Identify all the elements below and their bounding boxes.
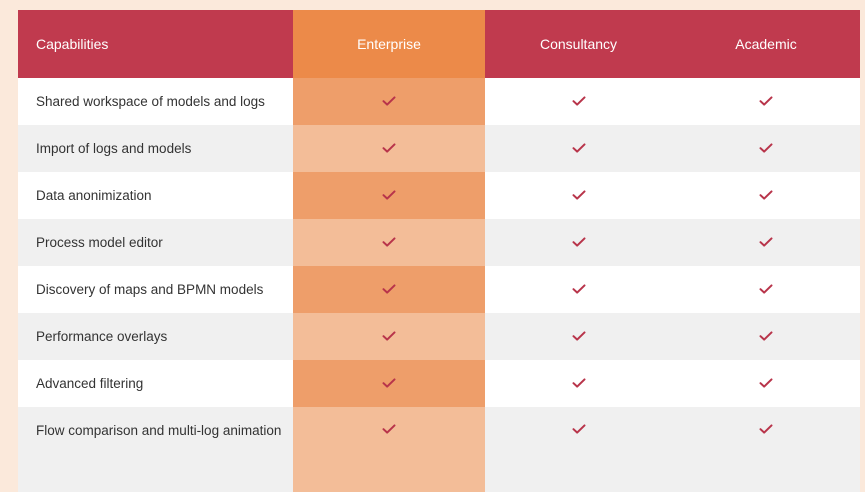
table-row: Discovery of maps and BPMN models: [18, 266, 860, 313]
check-icon: [572, 237, 586, 247]
capability-label: Process model editor: [18, 219, 293, 266]
table-row: Advanced filtering: [18, 360, 860, 407]
check-icon: [572, 378, 586, 388]
consultancy-cell: [485, 172, 672, 219]
check-icon: [759, 237, 773, 247]
capabilities-comparison-table: Capabilities Enterprise Consultancy Acad…: [18, 10, 860, 492]
table-body: Shared workspace of models and logs Impor…: [18, 78, 860, 492]
enterprise-cell: [293, 266, 485, 313]
consultancy-cell: [485, 125, 672, 172]
enterprise-cell: [293, 219, 485, 266]
table-row: Performance overlays: [18, 313, 860, 360]
table-row: Data anonimization: [18, 172, 860, 219]
academic-cell: [672, 266, 860, 313]
header-capabilities: Capabilities: [18, 10, 293, 78]
check-icon: [572, 331, 586, 341]
academic-cell: [672, 78, 860, 125]
check-icon: [382, 284, 396, 294]
check-icon: [759, 284, 773, 294]
check-icon: [759, 378, 773, 388]
academic-cell: [672, 360, 860, 407]
capability-label: Advanced filtering: [18, 360, 293, 407]
header-consultancy: Consultancy: [485, 10, 672, 78]
check-icon: [759, 424, 773, 434]
check-icon: [382, 143, 396, 153]
comparison-table-container: Capabilities Enterprise Consultancy Acad…: [18, 10, 860, 492]
check-icon: [572, 190, 586, 200]
check-icon: [382, 424, 396, 434]
capability-label: Shared workspace of models and logs: [18, 78, 293, 125]
header-enterprise: Enterprise: [293, 10, 485, 78]
check-icon: [382, 331, 396, 341]
academic-cell: [672, 407, 860, 492]
academic-cell: [672, 219, 860, 266]
check-icon: [382, 96, 396, 106]
academic-cell: [672, 125, 860, 172]
check-icon: [759, 331, 773, 341]
table-row: Shared workspace of models and logs: [18, 78, 860, 125]
enterprise-cell: [293, 360, 485, 407]
enterprise-cell: [293, 78, 485, 125]
consultancy-cell: [485, 78, 672, 125]
check-icon: [572, 284, 586, 294]
check-icon: [382, 190, 396, 200]
check-icon: [759, 190, 773, 200]
table-header-row: Capabilities Enterprise Consultancy Acad…: [18, 10, 860, 78]
capability-label: Performance overlays: [18, 313, 293, 360]
header-academic: Academic: [672, 10, 860, 78]
consultancy-cell: [485, 219, 672, 266]
check-icon: [572, 143, 586, 153]
enterprise-cell: [293, 407, 485, 492]
check-icon: [759, 96, 773, 106]
consultancy-cell: [485, 407, 672, 492]
enterprise-cell: [293, 125, 485, 172]
table-row: Process model editor: [18, 219, 860, 266]
enterprise-cell: [293, 172, 485, 219]
academic-cell: [672, 313, 860, 360]
table-row: Flow comparison and multi-log animation: [18, 407, 860, 492]
capability-label: Flow comparison and multi-log animation: [18, 407, 293, 492]
check-icon: [382, 378, 396, 388]
capability-label: Data anonimization: [18, 172, 293, 219]
consultancy-cell: [485, 266, 672, 313]
consultancy-cell: [485, 313, 672, 360]
capability-label: Discovery of maps and BPMN models: [18, 266, 293, 313]
check-icon: [572, 424, 586, 434]
academic-cell: [672, 172, 860, 219]
check-icon: [382, 237, 396, 247]
check-icon: [759, 143, 773, 153]
check-icon: [572, 96, 586, 106]
enterprise-cell: [293, 313, 485, 360]
capability-label: Import of logs and models: [18, 125, 293, 172]
table-row: Import of logs and models: [18, 125, 860, 172]
consultancy-cell: [485, 360, 672, 407]
